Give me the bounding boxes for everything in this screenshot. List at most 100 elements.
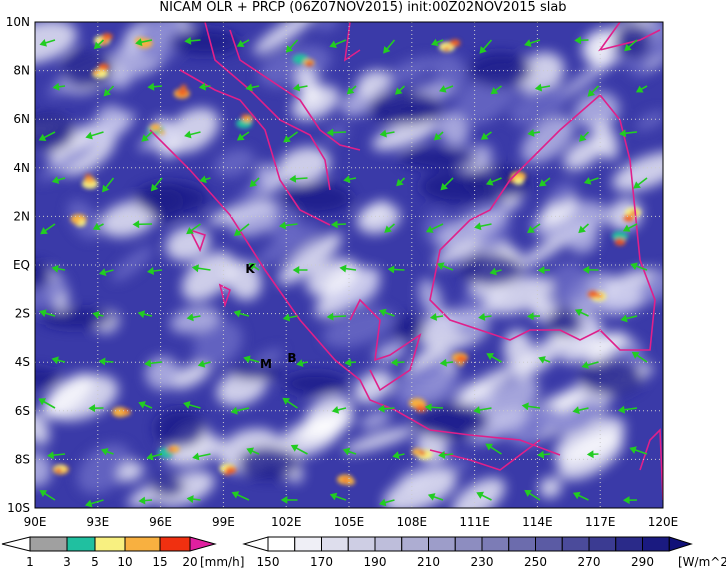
precip-cell xyxy=(415,404,427,412)
lat-label: 8S xyxy=(15,452,30,466)
colorbar-unit: [mm/h] xyxy=(200,555,244,569)
wind-arrowhead xyxy=(436,262,445,270)
lat-label: 6N xyxy=(13,112,30,126)
wind-arrowhead xyxy=(39,38,47,47)
cloud xyxy=(356,70,391,97)
colorbar-box xyxy=(535,536,563,552)
wind-arrowhead xyxy=(635,85,644,93)
wind-arrowhead xyxy=(438,450,446,459)
wind-arrowhead xyxy=(537,266,545,275)
lon-label: 117E xyxy=(585,515,616,529)
cloud-dark xyxy=(62,49,114,89)
wind-arrowhead xyxy=(230,406,238,415)
colorbar-end xyxy=(668,536,693,552)
wind-arrowhead xyxy=(192,452,200,461)
wind-arrowhead xyxy=(88,404,96,413)
wind-arrowhead xyxy=(93,41,102,50)
lat-label: 10S xyxy=(7,501,30,515)
cloud xyxy=(46,374,119,421)
wind-arrowhead xyxy=(296,359,304,368)
cloud-dark xyxy=(169,29,241,56)
cloud xyxy=(137,22,186,61)
cloud xyxy=(214,148,255,178)
cloud xyxy=(38,141,98,182)
wind-arrowhead xyxy=(331,406,340,414)
wind-arrowhead xyxy=(191,264,199,273)
precip-cell xyxy=(342,477,349,482)
wind-arrowhead xyxy=(92,222,101,231)
wind-arrowhead xyxy=(282,397,291,405)
wind-arrowhead xyxy=(537,450,545,459)
wind-arrowhead xyxy=(292,83,301,92)
coastlines xyxy=(149,22,663,501)
wind-arrowhead xyxy=(392,451,400,460)
wind-arrowhead xyxy=(629,446,637,454)
wind-arrowhead xyxy=(146,267,155,275)
lat-label: EQ xyxy=(13,258,30,272)
lon-label: 93E xyxy=(86,515,109,529)
cloud-dark xyxy=(283,182,353,215)
wind-arrowhead xyxy=(186,313,194,322)
precip-cell xyxy=(93,70,100,75)
colorbar-box xyxy=(401,536,429,552)
lat-label: 2S xyxy=(15,307,30,321)
precip-cell xyxy=(512,177,524,185)
precip-cell xyxy=(74,220,81,225)
colorbar-end xyxy=(189,536,217,552)
wind-arrowhead xyxy=(346,86,355,95)
cloud xyxy=(117,461,144,482)
colorbar-label: 20 xyxy=(182,555,197,569)
colorbar-box xyxy=(94,536,126,552)
wind-arrowhead xyxy=(384,225,392,233)
wind-arrowhead xyxy=(98,357,106,366)
wind-arrowhead xyxy=(538,179,547,187)
precip-cell xyxy=(611,231,628,242)
cloud xyxy=(453,366,516,407)
lon-label: 96E xyxy=(149,515,172,529)
wind-arrowhead xyxy=(51,264,59,273)
wind-arrowhead xyxy=(630,262,638,270)
colorbar-box xyxy=(428,536,456,552)
precip-cell xyxy=(587,290,599,298)
wind-arrowhead xyxy=(249,179,258,188)
wind-arrowhead xyxy=(342,447,351,456)
cloud xyxy=(639,266,663,305)
precip-cell xyxy=(623,214,635,222)
wind-arrowhead xyxy=(490,87,499,95)
wind-arrowhead xyxy=(619,129,627,138)
cloud xyxy=(451,477,506,508)
cloud xyxy=(438,112,469,147)
precip-cell xyxy=(123,409,130,414)
wind-arrowhead xyxy=(231,491,240,499)
map-frame xyxy=(34,21,664,509)
wind-arrowhead xyxy=(572,406,580,415)
cloud xyxy=(514,328,576,380)
precip-cell xyxy=(615,238,622,243)
cloud xyxy=(297,410,354,443)
colorbar-label: 190 xyxy=(364,555,387,569)
cloud xyxy=(640,22,663,60)
wind-arrowhead xyxy=(282,313,291,322)
cloud xyxy=(539,476,562,499)
lon-label: 108E xyxy=(397,515,428,529)
wind-arrowhead xyxy=(278,221,287,230)
wind-arrowhead xyxy=(329,492,338,501)
precip-cell xyxy=(419,451,426,456)
wind-arrowhead xyxy=(98,268,107,276)
wind-arrowhead xyxy=(581,361,589,369)
cloud xyxy=(635,111,663,131)
wind-arrowhead xyxy=(283,135,291,143)
cloud xyxy=(35,22,77,65)
wind-arrowhead xyxy=(430,38,439,47)
precip-cell xyxy=(443,46,450,51)
wind-arrowhead xyxy=(433,133,442,141)
cloud xyxy=(165,226,211,262)
wind-arrowhead xyxy=(199,175,207,184)
cloud-dark xyxy=(614,22,651,60)
wind-arrowhead xyxy=(92,310,100,319)
cloud xyxy=(383,469,457,508)
colorbar-box xyxy=(267,536,296,552)
wind-arrowhead xyxy=(387,265,395,274)
cloud xyxy=(257,224,320,265)
wind-arrowhead xyxy=(103,88,112,97)
